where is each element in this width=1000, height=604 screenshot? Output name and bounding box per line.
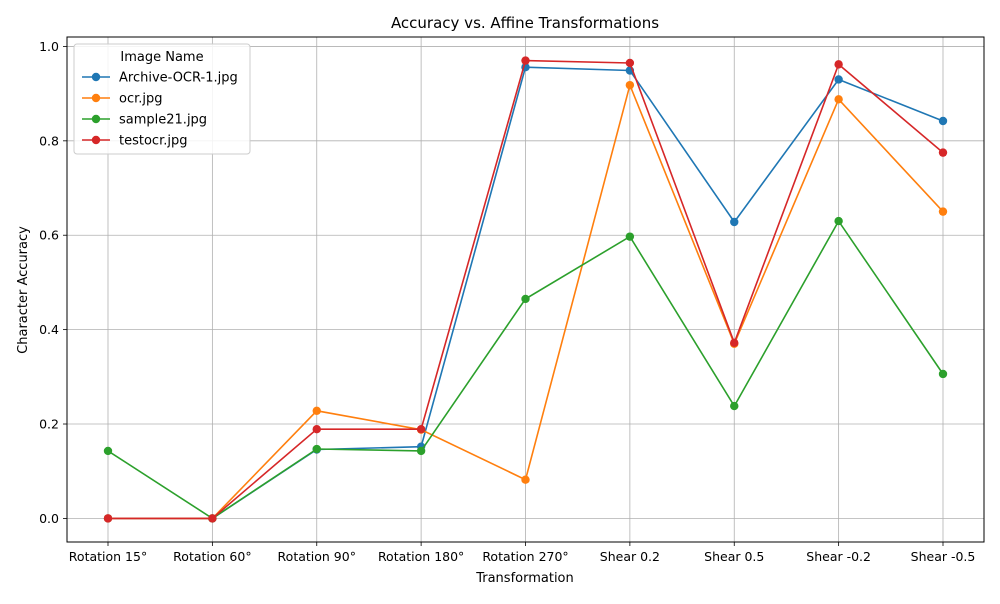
data-point: [312, 406, 321, 415]
data-point: [312, 444, 321, 454]
data-point: [938, 369, 948, 379]
data-point: [730, 338, 739, 348]
legend-entry: Archive-OCR-1.jpg: [119, 71, 238, 86]
data-point: [521, 56, 530, 65]
data-point: [521, 294, 530, 304]
x-tick-label: Shear 0.2: [600, 549, 660, 564]
y-tick-label: 1.0: [39, 39, 59, 54]
data-point: [103, 514, 113, 523]
data-point: [208, 514, 217, 523]
legend-swatch-marker: [91, 72, 101, 82]
legend-entry: testocr.jpg: [119, 134, 187, 149]
chart-title: Accuracy vs. Affine Transformations: [391, 14, 659, 32]
legend-entry: ocr.jpg: [119, 92, 163, 107]
legend: Image Name Archive-OCR-1.jpg ocr.jpg sample…: [73, 43, 251, 155]
data-point: [730, 401, 739, 411]
data-point: [312, 425, 321, 434]
x-tick-label: Rotation 180°: [378, 549, 464, 564]
y-tick-label: 0.0: [39, 511, 59, 526]
data-point: [416, 425, 426, 434]
series-testocr.jpg: [103, 56, 948, 523]
x-tick-label: Rotation 15°: [69, 549, 147, 564]
x-axis-label: Transformation: [475, 571, 574, 586]
x-tick-label: Shear -0.5: [911, 549, 976, 564]
y-axis-label: Character Accuracy: [16, 226, 31, 354]
data-point: [834, 216, 843, 226]
legend-title: Image Name: [120, 50, 203, 65]
legend-box: [73, 43, 251, 155]
x-axis-ticks: Rotation 15° Rotation 60° Rotation 90° Rota…: [69, 542, 976, 564]
y-tick-label: 0.6: [39, 228, 59, 243]
y-tick-label: 0.8: [39, 133, 59, 148]
x-tick-label: Shear -0.2: [806, 549, 871, 564]
y-tick-label: 0.4: [39, 322, 59, 337]
legend-swatch-marker: [91, 114, 101, 124]
legend-swatch-marker: [91, 93, 101, 103]
data-point: [103, 446, 113, 456]
data-point: [416, 446, 426, 456]
data-point: [625, 232, 635, 241]
series-layer: [103, 56, 948, 523]
legend-entry: sample21.jpg: [119, 113, 207, 128]
data-point: [521, 475, 530, 484]
data-point: [834, 60, 843, 69]
y-tick-label: 0.2: [39, 417, 59, 432]
data-point: [625, 58, 635, 68]
data-point: [938, 148, 948, 157]
data-point: [730, 217, 739, 227]
series-sample21.jpg: [103, 216, 948, 523]
x-tick-label: Shear 0.5: [704, 549, 764, 564]
data-point: [834, 75, 843, 84]
data-point: [834, 95, 843, 104]
x-tick-label: Rotation 90°: [278, 549, 356, 564]
y-axis-ticks: 0.0 0.2 0.4 0.6 0.8 1.0: [39, 39, 67, 526]
data-point: [938, 116, 948, 126]
legend-swatch-marker: [91, 135, 101, 145]
x-tick-label: Rotation 270°: [482, 549, 568, 564]
x-tick-label: Rotation 60°: [173, 549, 251, 564]
data-point: [625, 80, 635, 90]
data-point: [938, 207, 948, 216]
